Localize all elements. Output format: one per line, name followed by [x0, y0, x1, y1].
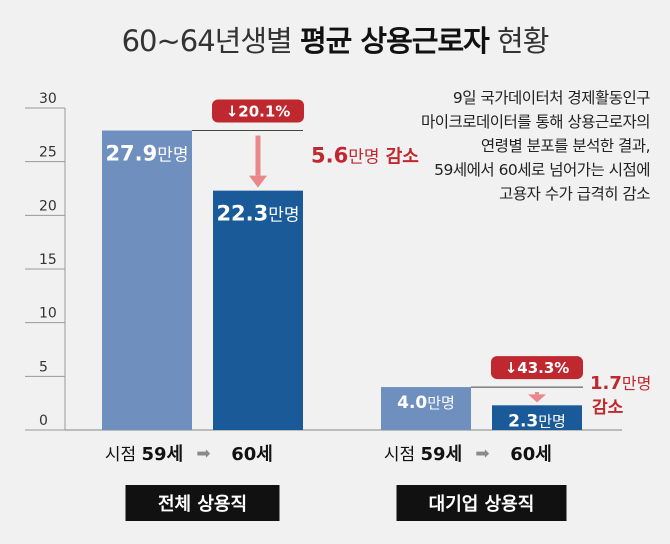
bar-value-label: 4.0만명: [397, 393, 455, 413]
group-label: 대기업 상용직: [429, 494, 535, 515]
y-tick-label: 15: [39, 252, 57, 268]
note-line: 고용자 수가 급격히 감소: [499, 185, 650, 203]
x-category-label: 시점 59세: [105, 444, 183, 465]
y-tick-label: 5: [39, 359, 48, 375]
bar-value-label: 27.9만명: [105, 142, 188, 166]
bar-2-after: [492, 405, 582, 430]
x-category-label: 60세: [231, 444, 273, 465]
note-line: 마이크로데이터를 통해 상용근로자의: [420, 113, 651, 131]
chart-title: 60~64년생별 평균 상용근로자 현황: [0, 18, 670, 60]
y-tick-label: 25: [39, 145, 57, 161]
percent-badge-label: ↓20.1%: [226, 103, 291, 121]
x-category-label: 시점 59세: [384, 444, 462, 465]
note-line: 59세에서 60세로 넘어가는 시점에: [434, 161, 650, 179]
decrease-arrow-head: [528, 394, 546, 403]
title-prefix: 60~64년생별: [121, 24, 293, 58]
y-tick-label: 30: [39, 91, 57, 107]
bar-1-after: [213, 190, 303, 430]
y-tick-label: 0: [39, 413, 48, 429]
group-label: 전체 상용직: [158, 494, 247, 515]
x-arrow-icon: ➡: [196, 444, 210, 464]
percent-badge: [491, 356, 583, 380]
y-tick-label: 20: [39, 198, 57, 214]
x-arrow-icon: ➡: [475, 444, 489, 464]
annotation-note: 9일 국가데이터처 경제활동인구 마이크로데이터를 통해 상용근로자의 연령별 …: [320, 86, 651, 206]
percent-badge-label: ↓43.3%: [505, 359, 570, 377]
note-line: 9일 국가데이터처 경제활동인구: [452, 89, 651, 107]
title-bold: 평균 상용근로자: [299, 24, 490, 58]
decrease-amount-label: 5.6만명 감소: [311, 144, 419, 168]
group-label-box: [396, 485, 567, 521]
percent-badge: [212, 99, 304, 123]
decrease-word-label: 감소: [592, 398, 624, 418]
bar-value-label: 2.3만명: [508, 411, 566, 431]
bar-value-label: 22.3만명: [216, 202, 299, 226]
decrease-arrow-head: [249, 175, 267, 188]
decrease-amount-label: 1.7만명: [590, 373, 651, 394]
group-label-box: [125, 485, 280, 521]
bar-2-before: [381, 387, 471, 430]
note-line: 연령별 분포를 분석한 결과,: [480, 137, 651, 155]
x-category-label: 60세: [510, 444, 552, 465]
bar-1-before: [102, 130, 192, 431]
title-suffix: 현황: [497, 24, 549, 58]
y-tick-label: 10: [39, 306, 57, 322]
